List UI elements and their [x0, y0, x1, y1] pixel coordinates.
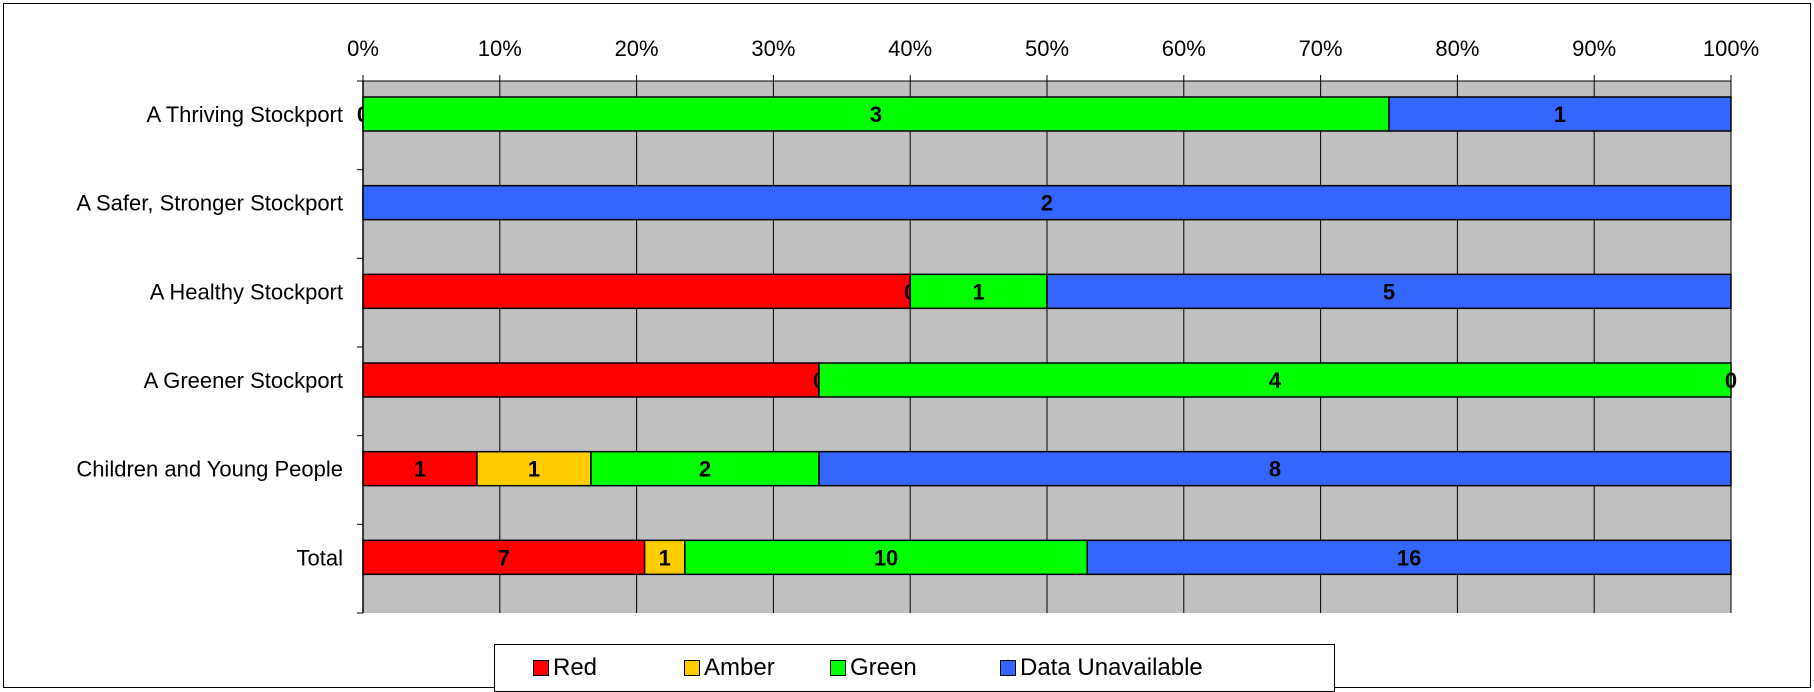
legend-item: Red [533, 655, 597, 681]
bar-segment [362, 184, 1732, 221]
bar-segment [643, 539, 686, 576]
category-label: A Thriving Stockport [147, 102, 343, 127]
bar-segment [362, 539, 646, 576]
category-label: A Safer, Stronger Stockport [76, 191, 343, 216]
legend-item: Green [830, 655, 917, 681]
legend-label: Red [553, 654, 598, 681]
x-tick-label: 60% [1162, 36, 1206, 61]
data-label: 3 [870, 102, 882, 127]
data-label: 8 [1269, 457, 1281, 482]
bar-segment [1388, 96, 1732, 132]
bar-segment [362, 96, 1390, 132]
legend-item: Data Unavailable [1000, 655, 1203, 681]
category-label: Children and Young People [76, 457, 343, 482]
bar-segment [684, 539, 1088, 576]
data-label: 1 [659, 545, 671, 570]
bar-segment [362, 362, 820, 398]
legend-swatch [684, 660, 700, 676]
legend-swatch [1000, 660, 1016, 676]
legend-swatch [830, 660, 846, 676]
x-tick-label: 20% [615, 36, 659, 61]
bar-segment [818, 362, 1732, 398]
data-label: 1 [972, 279, 984, 304]
data-label: 1 [528, 457, 540, 482]
data-label: 7 [498, 545, 510, 570]
category-label: A Healthy Stockport [150, 279, 343, 304]
legend-label: Amber [704, 654, 775, 681]
x-tick-label: 50% [1025, 36, 1069, 61]
bar-segment [818, 450, 1732, 487]
legend-label: Green [850, 654, 917, 681]
x-tick-label: 40% [888, 36, 932, 61]
data-label: 1 [414, 457, 426, 482]
x-tick-label: 80% [1435, 36, 1479, 61]
x-tick-label: 0% [347, 36, 379, 61]
x-tick-label: 100% [1703, 36, 1759, 61]
data-label: 4 [1269, 368, 1282, 393]
bar-segment [476, 450, 592, 487]
legend-item: Amber [684, 655, 775, 681]
bar-segment [362, 450, 478, 487]
data-label: 16 [1397, 545, 1421, 570]
legend-swatch [533, 660, 549, 676]
data-label: 1 [1554, 102, 1566, 127]
x-tick-label: 30% [751, 36, 795, 61]
legend-label: Data Unavailable [1020, 654, 1203, 681]
data-label: 2 [1041, 191, 1053, 216]
x-tick-label: 10% [478, 36, 522, 61]
category-label: A Greener Stockport [144, 368, 343, 393]
category-label: Total [297, 545, 343, 570]
bar-segment [1086, 539, 1732, 576]
data-label: 5 [1383, 279, 1395, 304]
legend: Red Amber Green Data Unavailable [494, 644, 1335, 692]
data-label: 2 [699, 457, 711, 482]
bar-segment [909, 273, 1048, 310]
x-tick-label: 90% [1572, 36, 1616, 61]
data-label: 10 [874, 545, 898, 570]
x-tick-label: 70% [1299, 36, 1343, 61]
bar-segment [362, 273, 911, 310]
bar-segment [1046, 273, 1732, 310]
data-label: 0 [1725, 368, 1737, 393]
bar-segment [590, 450, 820, 487]
